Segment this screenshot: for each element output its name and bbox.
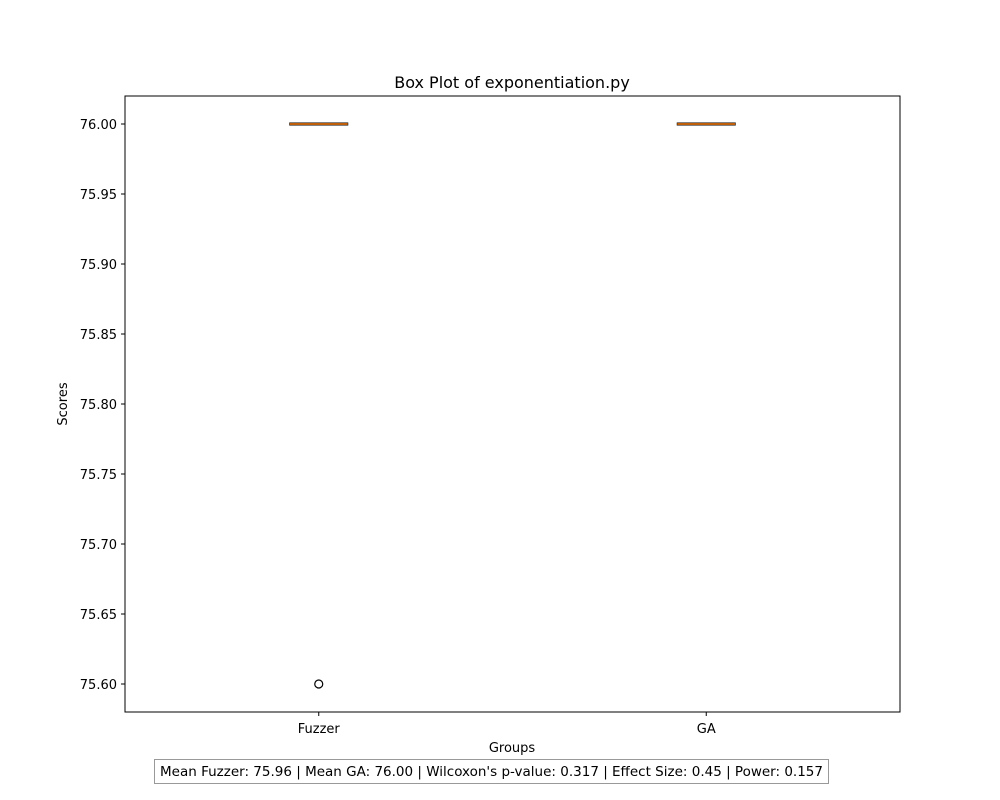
box-ga: [676, 122, 736, 126]
y-tick-label: 75.95: [80, 188, 117, 203]
stats-summary-text: Mean Fuzzer: 75.96 | Mean GA: 76.00 | Wi…: [160, 764, 823, 780]
x-tick-label: GA: [697, 722, 716, 737]
y-tick-label: 75.85: [80, 328, 117, 343]
chart-title: Box Plot of exponentiation.py: [394, 73, 630, 92]
box-fuzzer: [289, 122, 349, 689]
y-axis-label: Scores: [56, 382, 71, 425]
outlier-point: [314, 679, 324, 689]
x-axis-label: Groups: [489, 741, 536, 756]
y-tick-label: 75.80: [80, 398, 117, 413]
y-tick-label: 76.00: [80, 118, 117, 133]
y-tick-label: 75.90: [80, 258, 117, 273]
y-tick-label: 75.65: [80, 608, 117, 623]
y-axis: 76.00 75.95 75.90 75.85 75.80 75.75 75.70 75.65…: [80, 118, 125, 693]
x-tick-label: Fuzzer: [298, 722, 341, 737]
y-tick-label: 75.70: [80, 538, 117, 553]
y-tick-label: 75.75: [80, 468, 117, 483]
x-axis: Fuzzer GA: [298, 712, 716, 737]
plot-area: [124, 95, 901, 713]
stats-summary-box: Mean Fuzzer: 75.96 | Mean GA: 76.00 | Wi…: [154, 759, 829, 784]
y-tick-label: 75.60: [80, 678, 117, 693]
boxes: [289, 122, 736, 689]
